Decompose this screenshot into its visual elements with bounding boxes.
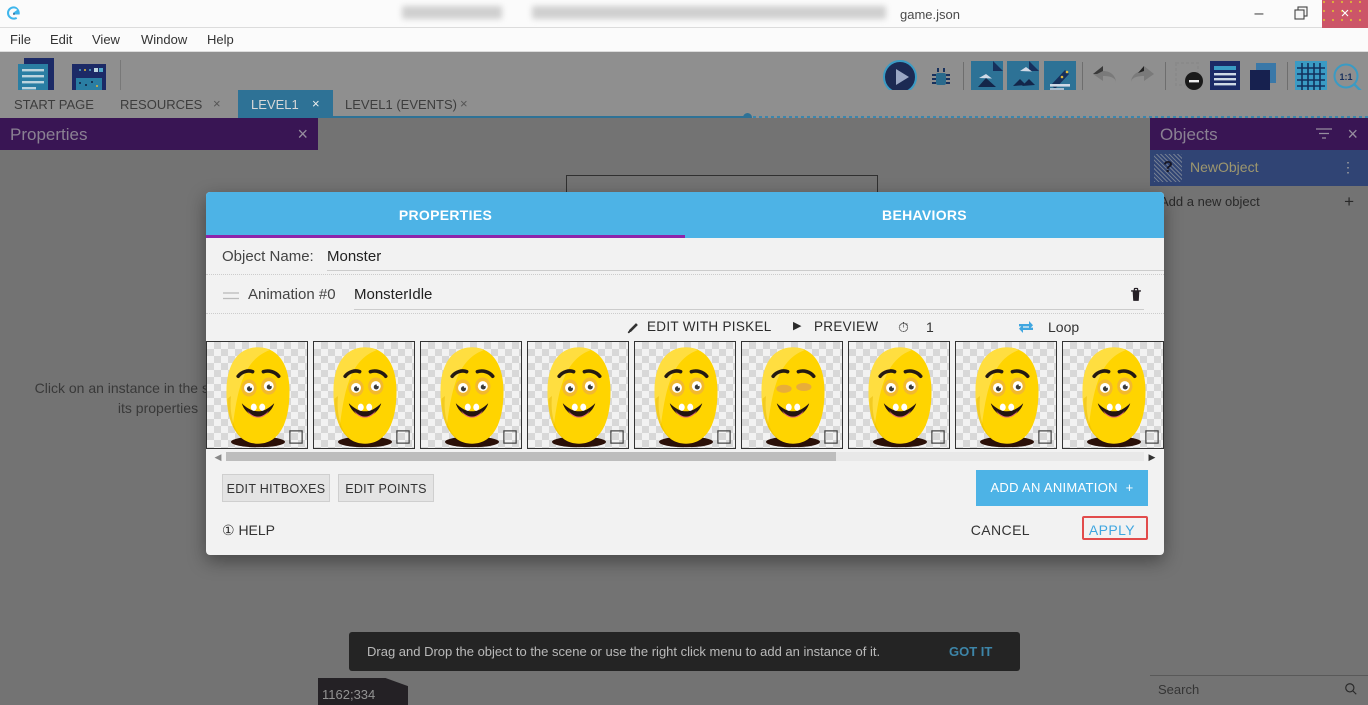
svg-text:1:1: 1:1 — [1339, 72, 1352, 82]
